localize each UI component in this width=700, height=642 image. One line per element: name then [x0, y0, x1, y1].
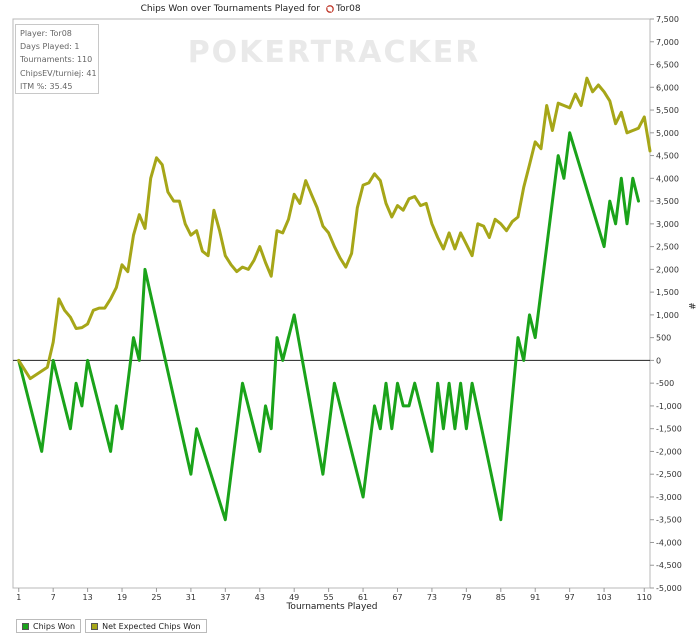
- x-tick-label: 79: [461, 593, 471, 602]
- player-ring-icon: [326, 5, 334, 13]
- legend-swatch-net-expected: [91, 622, 99, 630]
- x-tick-label: 1: [16, 593, 21, 602]
- y-tick-label: 5,500: [656, 106, 679, 115]
- plot-area: [12, 18, 651, 589]
- legend-label: Chips Won: [33, 621, 76, 631]
- stat-chips-ev: ChipsEV/turniej: 41: [20, 68, 97, 78]
- y-tick-label: 2,000: [656, 265, 679, 274]
- y-tick-label: 6,500: [656, 61, 679, 70]
- legend-item-chips-won[interactable]: Chips Won: [16, 619, 82, 633]
- x-tick-label: 73: [427, 593, 437, 602]
- y-tick-label: -5,000: [656, 584, 682, 593]
- x-tick-label: 61: [358, 593, 368, 602]
- y-tick-label: 0: [656, 356, 661, 365]
- y-tick-label: 4,000: [656, 174, 679, 183]
- x-tick-label: 55: [324, 593, 334, 602]
- x-tick-label: 91: [530, 593, 540, 602]
- x-tick-label: 25: [151, 593, 161, 602]
- y-tick-label: 7,500: [656, 15, 679, 24]
- watermark: POKERTRACKER: [188, 35, 481, 70]
- y-tick-label: 2,500: [656, 243, 679, 252]
- x-tick-label: 7: [51, 593, 56, 602]
- y-tick-label: 5,000: [656, 129, 679, 138]
- x-axis-label: Tournaments Played: [285, 602, 377, 612]
- chart-title-group: Chips Won over Tournaments Played for To…: [141, 4, 361, 14]
- x-tick-label: 103: [596, 593, 611, 602]
- y-tick-label: -2,500: [656, 470, 682, 479]
- legend-swatch-chips-won: [22, 622, 29, 630]
- series-line-chips-won: [17, 131, 640, 522]
- stat-player: Player: Tor08: [20, 29, 72, 38]
- y-tick-label: 3,500: [656, 197, 679, 206]
- y-axis-label: #: [686, 302, 696, 310]
- y-tick-label: 500: [656, 334, 671, 343]
- stat-itm: ITM %: 35.45: [20, 81, 73, 91]
- legend-label: Net Expected Chips Won: [102, 621, 201, 631]
- x-tick-label: 110: [637, 593, 652, 602]
- y-tick-label: -1,500: [656, 425, 682, 434]
- y-tick-label: -500: [656, 379, 674, 388]
- y-tick-label: -4,000: [656, 538, 682, 547]
- x-tick-label: 49: [289, 593, 299, 602]
- stat-days-played: Days Played: 1: [20, 42, 80, 52]
- y-tick-label: 3,000: [656, 220, 679, 229]
- x-tick-label: 97: [565, 593, 575, 602]
- legend: Chips Won Net Expected Chips Won: [16, 619, 211, 633]
- legend-item-net-expected[interactable]: Net Expected Chips Won: [85, 619, 207, 633]
- player-name: Tor08: [335, 4, 361, 14]
- y-tick-label: -3,000: [656, 493, 682, 502]
- x-tick-label: 31: [186, 593, 196, 602]
- series-line-net-expected-chips-won: [17, 76, 652, 381]
- stats-box: Player: Tor08 Days Played: 1 Tournaments…: [15, 24, 99, 94]
- y-tick-label: -3,500: [656, 516, 682, 525]
- x-tick-label: 67: [392, 593, 402, 602]
- stat-tournaments: Tournaments: 110: [20, 55, 93, 65]
- x-tick-label: 43: [255, 593, 265, 602]
- chart-title: Chips Won over Tournaments Played for: [141, 4, 321, 14]
- y-tick-label: -4,500: [656, 561, 682, 570]
- y-tick-label: 1,500: [656, 288, 679, 297]
- y-tick-label: 4,500: [656, 152, 679, 161]
- x-tick-label: 13: [83, 593, 93, 602]
- x-tick-label: 19: [117, 593, 127, 602]
- y-tick-label: 7,000: [656, 38, 679, 47]
- y-tick-label: 1,000: [656, 311, 679, 320]
- y-tick-label: 6,000: [656, 83, 679, 92]
- x-tick-label: 37: [220, 593, 230, 602]
- x-tick-label: 85: [496, 593, 506, 602]
- y-tick-label: -1,000: [656, 402, 682, 411]
- y-tick-label: -2,000: [656, 447, 682, 456]
